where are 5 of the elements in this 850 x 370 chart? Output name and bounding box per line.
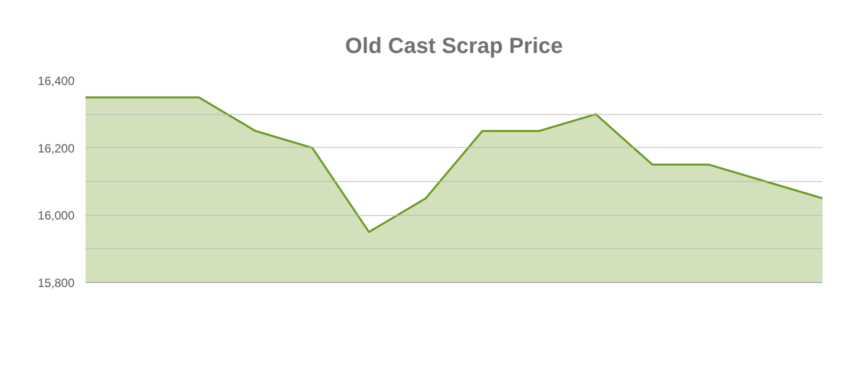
chart-title: Old Cast Scrap Price <box>345 33 563 58</box>
y-tick-label: 16,000 <box>38 208 75 223</box>
y-tick-label: 15,800 <box>38 276 75 290</box>
y-tick-label: 16,400 <box>38 74 75 88</box>
y-tick-label: 16,200 <box>38 141 75 156</box>
